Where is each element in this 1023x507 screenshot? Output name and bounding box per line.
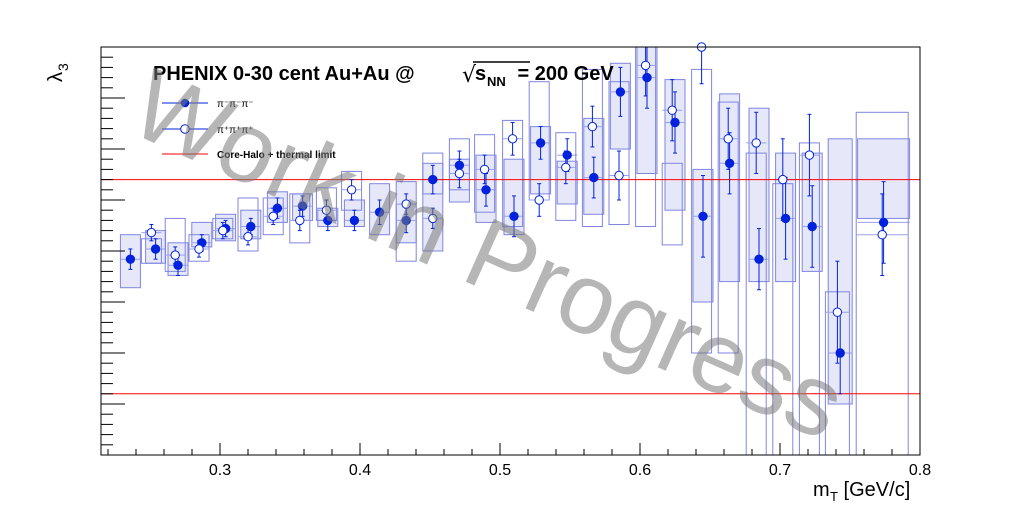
sys-box xyxy=(555,132,577,221)
data-point-filled xyxy=(642,72,652,83)
data-point-filled xyxy=(589,172,599,183)
data-point-open xyxy=(479,164,490,175)
data-point-filled xyxy=(454,160,465,171)
sys-box xyxy=(237,197,259,252)
sys-box xyxy=(474,134,496,213)
sys-box xyxy=(717,101,739,354)
data-point-filled xyxy=(509,211,519,222)
x-tick-label: 0.3 xyxy=(209,462,231,479)
data-point-filled xyxy=(401,215,411,226)
data-point-open xyxy=(667,105,677,115)
data-point-open xyxy=(346,185,357,195)
y-axis-title-lambda: λ xyxy=(45,72,67,82)
legend-label-pim: π⁻π⁻π⁻ xyxy=(217,99,254,110)
data-point-open xyxy=(321,205,332,215)
legend-marker-filled xyxy=(180,98,190,108)
data-point-open xyxy=(778,174,788,185)
x-axis-title-unit: [GeV/c] xyxy=(838,479,910,501)
data-point-open xyxy=(170,250,180,260)
x-tick-label: 0.8 xyxy=(909,462,931,479)
title-s: s xyxy=(475,63,486,85)
data-point-open xyxy=(401,199,411,209)
title-sqrt-symbol: √ xyxy=(462,63,477,88)
data-points xyxy=(125,42,889,358)
data-point-filled xyxy=(670,117,680,128)
data-point-filled xyxy=(150,244,161,254)
title-nn-subscript: NN xyxy=(487,74,506,89)
data-point-open xyxy=(454,168,465,179)
sys-box xyxy=(502,119,524,227)
x-tick-label: 0.5 xyxy=(489,462,511,479)
data-point-open xyxy=(507,134,518,144)
sys-box xyxy=(188,234,210,262)
data-point-filled xyxy=(173,260,183,270)
data-point-filled xyxy=(428,174,438,185)
x-tick-label: 0.4 xyxy=(349,462,371,479)
data-point-open xyxy=(295,215,305,226)
legend-label-pip: π⁺π⁺π⁺ xyxy=(217,125,254,136)
sys-box xyxy=(422,162,444,252)
data-point-open xyxy=(877,230,887,240)
x-axis-title: m xyxy=(813,479,830,501)
data-point-filled xyxy=(246,221,256,232)
data-point-filled xyxy=(780,213,791,224)
sys-box xyxy=(164,217,186,272)
y-axis-title: λ 3 xyxy=(45,63,71,82)
sys-box xyxy=(581,68,603,228)
data-point-filled xyxy=(562,150,572,160)
data-point-filled xyxy=(878,217,889,228)
data-point-filled xyxy=(724,158,735,169)
data-point-filled xyxy=(349,215,360,226)
data-point-open xyxy=(268,211,278,222)
sys-box xyxy=(448,138,470,191)
data-point-filled xyxy=(125,254,136,264)
y-axis-title-subscript: 3 xyxy=(55,63,71,71)
legend-marker-open xyxy=(180,124,190,134)
data-point-filled xyxy=(481,185,491,195)
data-point-open xyxy=(587,121,598,132)
chart-title: PHENIX 0-30 cent Au+Au @ xyxy=(153,63,415,85)
data-point-open xyxy=(146,227,157,238)
data-point-open xyxy=(561,162,571,173)
data-point-filled xyxy=(323,215,333,226)
data-point-filled xyxy=(297,201,308,211)
sys-box xyxy=(827,138,853,405)
data-point-filled xyxy=(698,211,708,222)
x-tick-label: 0.7 xyxy=(769,462,791,479)
data-point-open xyxy=(804,150,815,160)
data-point-open xyxy=(428,213,438,224)
data-point-filled xyxy=(615,87,626,97)
data-point-open xyxy=(751,138,761,148)
data-point-open xyxy=(614,170,624,181)
data-point-open xyxy=(194,244,204,254)
data-point-filled xyxy=(807,221,817,232)
legend: π⁻π⁻π⁻ π⁺π⁺π⁺ Core-Halo + thermal limit xyxy=(162,98,336,161)
data-point-filled xyxy=(835,348,845,358)
data-point-filled xyxy=(374,207,385,217)
sys-box xyxy=(289,193,311,244)
title-energy: = 200 GeV xyxy=(512,63,614,85)
sys-box xyxy=(608,81,630,225)
legend-label-limit: Core-Halo + thermal limit xyxy=(217,150,336,161)
data-point-filled xyxy=(754,254,764,264)
data-point-open xyxy=(243,232,253,242)
data-point-open xyxy=(534,195,544,205)
axes: 0.3 0.4 0.5 0.6 0.7 0.8 xyxy=(101,46,931,479)
x-tick-label: 0.6 xyxy=(629,462,651,479)
data-point-filled xyxy=(535,138,546,148)
data-point-open xyxy=(218,225,228,236)
sys-box xyxy=(661,162,683,246)
x-axis-title-subscript: T xyxy=(830,489,838,504)
data-point-open xyxy=(640,60,651,71)
data-point-open xyxy=(723,134,733,144)
sys-box xyxy=(341,170,363,211)
data-point-filled xyxy=(272,203,283,213)
data-point-open xyxy=(832,307,843,317)
